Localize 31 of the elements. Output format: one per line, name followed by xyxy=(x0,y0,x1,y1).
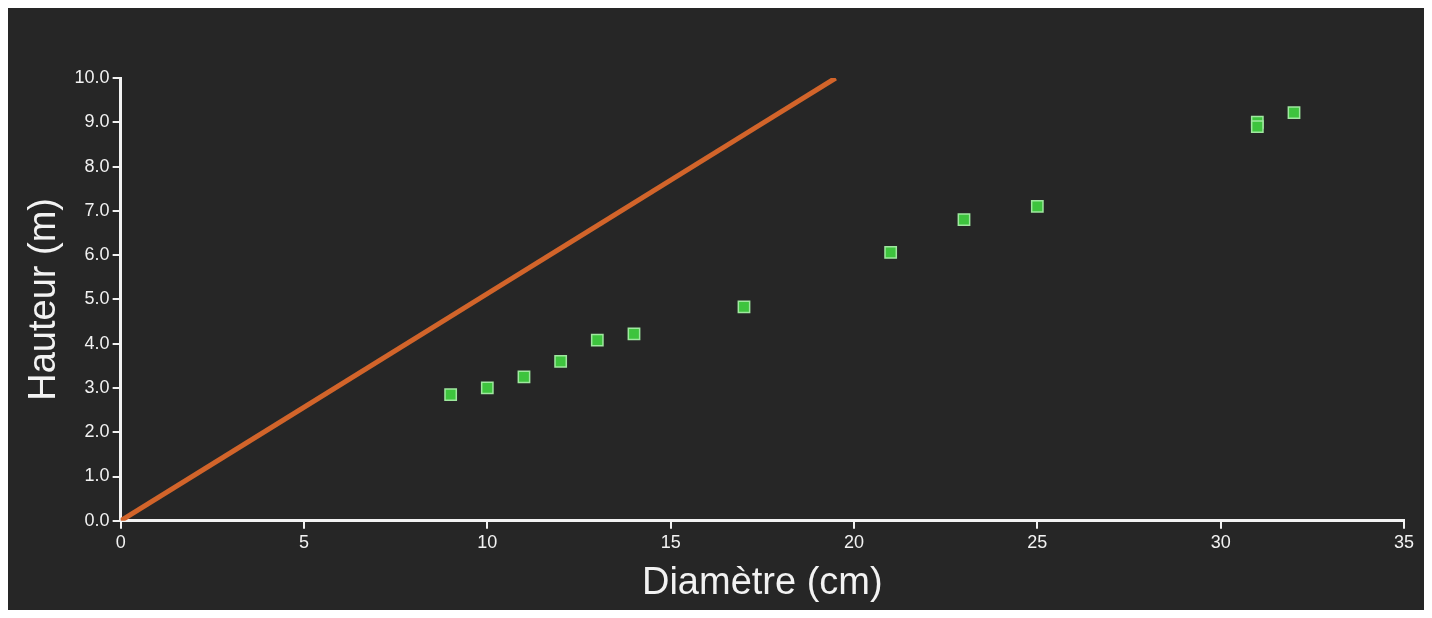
x-tick-label: 35 xyxy=(1393,531,1415,552)
point xyxy=(884,246,898,259)
point xyxy=(1287,106,1301,119)
x-tick-label: 5 xyxy=(298,531,309,552)
x-tick-label: 10 xyxy=(477,531,498,552)
y-tick-label: 9.0 xyxy=(84,111,110,132)
x-tick-label: 25 xyxy=(1027,531,1048,552)
x-tick-label: 20 xyxy=(843,531,864,552)
point xyxy=(590,333,604,347)
y-tick-label: 7.0 xyxy=(84,199,110,220)
y-tick-label: 0.0 xyxy=(84,509,110,530)
point xyxy=(480,381,494,395)
y-tick-label: 6.0 xyxy=(84,244,110,265)
y-tick-label: 10.0 xyxy=(74,66,110,87)
y-tick-label: 2.0 xyxy=(84,421,110,442)
point xyxy=(554,354,568,368)
point xyxy=(1030,200,1044,213)
y-tick-label: 4.0 xyxy=(84,332,110,353)
y-tick-label: 1.0 xyxy=(84,465,110,486)
x-tick-label: 30 xyxy=(1210,531,1231,552)
y-axis-title: Hauteur (m) xyxy=(21,198,64,401)
x-tick-label: 15 xyxy=(660,531,681,552)
x-tick-label: 0 xyxy=(115,531,126,552)
point xyxy=(444,388,458,402)
point xyxy=(1250,120,1264,134)
y-tick-label: 3.0 xyxy=(84,376,110,397)
x-axis-title: Diamètre (cm) xyxy=(641,559,883,602)
point xyxy=(517,370,531,384)
point xyxy=(957,213,971,227)
y-tick-label: 5.0 xyxy=(84,288,110,309)
y-tick-label: 8.0 xyxy=(84,155,110,176)
